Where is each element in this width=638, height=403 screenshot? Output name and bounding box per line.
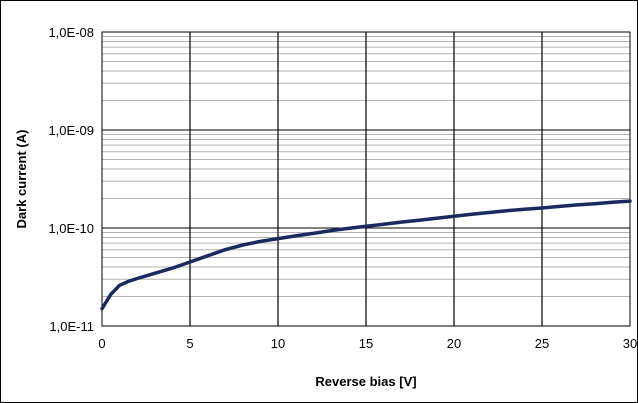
x-tick-labels: 0 5 10 15 20 25 30 bbox=[98, 336, 637, 351]
x-tick-label: 30 bbox=[623, 336, 637, 351]
y-axis-title: Dark current (A) bbox=[14, 130, 29, 229]
y-tick-label: 1,0E-11 bbox=[49, 319, 94, 334]
x-tick-label: 5 bbox=[186, 336, 193, 351]
x-axis-title: Reverse bias [V] bbox=[315, 374, 416, 389]
x-tick-label: 10 bbox=[271, 336, 285, 351]
y-tick-label: 1,0E-10 bbox=[48, 221, 94, 236]
major-gridlines bbox=[102, 32, 630, 326]
x-tick-label: 0 bbox=[98, 336, 105, 351]
y-tick-label: 1,0E-09 bbox=[48, 123, 94, 138]
series-group bbox=[100, 199, 632, 311]
series-line bbox=[100, 199, 632, 311]
x-tick-label: 25 bbox=[535, 336, 549, 351]
plot-area bbox=[101, 31, 631, 327]
x-tick-label: 20 bbox=[447, 336, 461, 351]
x-tick-label: 15 bbox=[359, 336, 373, 351]
y-tick-label: 1,0E-08 bbox=[48, 25, 94, 40]
y-tick-labels: 1,0E-11 1,0E-10 1,0E-09 1,0E-08 bbox=[48, 25, 94, 334]
